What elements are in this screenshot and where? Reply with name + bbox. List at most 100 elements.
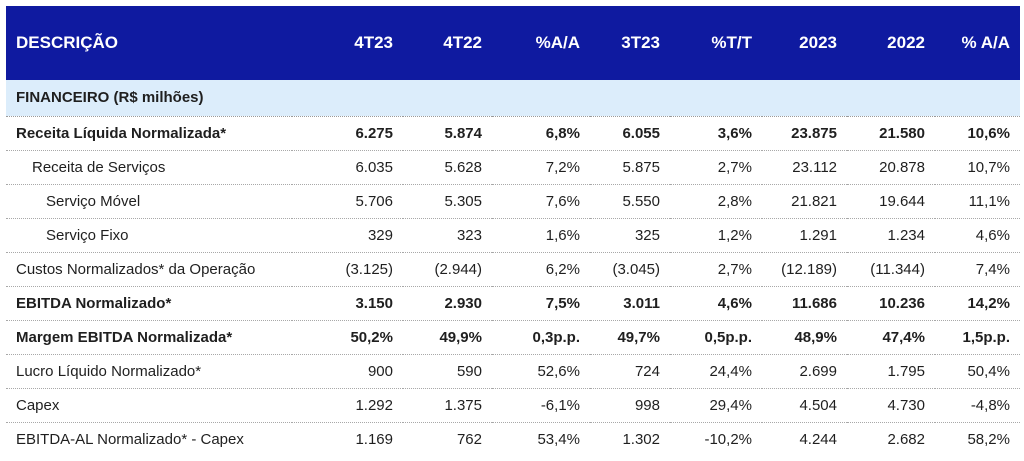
cell-4t23: 1.292 bbox=[292, 388, 403, 423]
cell-4t22: 49,9% bbox=[403, 320, 492, 355]
row-label: Receita Líquida Normalizada* bbox=[6, 116, 292, 151]
cell-3t23: 5.875 bbox=[590, 150, 670, 185]
table-row: EBITDA Normalizado* 3.150 2.930 7,5% 3.0… bbox=[6, 286, 1020, 321]
cell-2023: (12.189) bbox=[762, 252, 847, 287]
cell-yoy-annual: 11,1% bbox=[935, 184, 1020, 219]
cell-2023: 1.291 bbox=[762, 218, 847, 253]
cell-4t22: 762 bbox=[456, 430, 482, 448]
cell-yoy-annual: 10,6% bbox=[935, 116, 1020, 151]
header-4t22: 4T22 bbox=[443, 33, 482, 52]
cell-qoq: 3,6% bbox=[670, 116, 762, 151]
cell-yoy-quarter: 7,2% bbox=[492, 150, 590, 185]
cell-4t23: 329 bbox=[292, 218, 403, 253]
cell-2022: 20.878 bbox=[847, 150, 935, 185]
cell-4t23: 900 bbox=[292, 354, 403, 389]
cell-4t22: 2.930 bbox=[403, 286, 492, 321]
cell-yoy-annual: 4,6% bbox=[935, 218, 1020, 253]
section-row-financeiro: FINANCEIRO (R$ milhões) bbox=[6, 80, 1020, 117]
cell-3t23: 5.550 bbox=[590, 184, 670, 219]
row-label: Capex bbox=[6, 388, 292, 423]
row-label: Custos Normalizados* da Operação bbox=[6, 252, 292, 287]
cell-yoy-quarter: 6,2% bbox=[492, 252, 590, 287]
cell-4t22: 5.874 bbox=[403, 116, 492, 151]
cell-4t22: 5.628 bbox=[403, 150, 492, 185]
cell-4t23: 6.035 bbox=[292, 150, 403, 185]
cell-yoy-quarter: 6,8% bbox=[492, 116, 590, 151]
cell-2023: 21.821 bbox=[762, 184, 847, 219]
cell-2022: 1.795 bbox=[847, 354, 935, 389]
cell-4t23: 50,2% bbox=[292, 320, 403, 355]
cell-qoq: 1,2% bbox=[670, 218, 762, 253]
cell-yoy-quarter: 53,4% bbox=[537, 430, 580, 448]
header-4t23: 4T23 bbox=[354, 33, 393, 52]
cell-3t23: 3.011 bbox=[590, 286, 670, 321]
table-row: Custos Normalizados* da Operação (3.125)… bbox=[6, 252, 1020, 287]
row-label: Lucro Líquido Normalizado* bbox=[6, 354, 292, 389]
header-yoy-quarter: %A/A bbox=[535, 33, 580, 52]
cell-2022: 10.236 bbox=[847, 286, 935, 321]
cell-4t23: 1.169 bbox=[355, 430, 393, 448]
cell-2023: 4.244 bbox=[799, 430, 837, 448]
header-qoq: %T/T bbox=[711, 33, 752, 52]
table-row: Lucro Líquido Normalizado* 900 590 52,6%… bbox=[6, 354, 1020, 389]
row-label: Margem EBITDA Normalizada* bbox=[6, 320, 292, 355]
cell-3t23: 49,7% bbox=[590, 320, 670, 355]
cell-2022: 21.580 bbox=[847, 116, 935, 151]
cell-qoq: 24,4% bbox=[670, 354, 762, 389]
row-label: Receita de Serviços bbox=[6, 150, 292, 185]
cell-3t23: 724 bbox=[590, 354, 670, 389]
cell-4t22: 1.375 bbox=[403, 388, 492, 423]
cell-4t23: 3.150 bbox=[292, 286, 403, 321]
cell-yoy-quarter: 52,6% bbox=[492, 354, 590, 389]
cell-4t22: 323 bbox=[403, 218, 492, 253]
cell-yoy-annual: 50,4% bbox=[935, 354, 1020, 389]
row-label: EBITDA-AL Normalizado* - Capex bbox=[16, 430, 244, 448]
section-label: FINANCEIRO (R$ milhões) bbox=[6, 80, 1020, 117]
cell-yoy-annual: 7,4% bbox=[935, 252, 1020, 287]
header-2023: 2023 bbox=[799, 33, 837, 52]
cell-yoy-annual: 1,5p.p. bbox=[935, 320, 1020, 355]
cell-3t23: 325 bbox=[590, 218, 670, 253]
cell-yoy-quarter: -6,1% bbox=[492, 388, 590, 423]
table-row: Receita Líquida Normalizada* 6.275 5.874… bbox=[6, 116, 1020, 151]
cell-yoy-quarter: 0,3p.p. bbox=[492, 320, 590, 355]
cell-qoq: 29,4% bbox=[670, 388, 762, 423]
table-header-row: DESCRIÇÃO 4T23 4T22 %A/A 3T23 %T/T 2023 … bbox=[6, 6, 1020, 80]
cell-yoy-annual: 10,7% bbox=[935, 150, 1020, 185]
cell-4t22: (2.944) bbox=[403, 252, 492, 287]
header-2022: 2022 bbox=[887, 33, 925, 52]
cell-2023: 23.112 bbox=[762, 150, 847, 185]
table-row: EBITDA-AL Normalizado* - Capex 1.169 762… bbox=[6, 422, 1020, 456]
cell-yoy-annual: 14,2% bbox=[935, 286, 1020, 321]
header-3t23: 3T23 bbox=[621, 33, 660, 52]
header-yoy-annual: % A/A bbox=[961, 33, 1011, 52]
cell-qoq: 4,6% bbox=[670, 286, 762, 321]
cell-4t23: 5.706 bbox=[292, 184, 403, 219]
cell-qoq: -10,2% bbox=[704, 430, 752, 448]
cell-2022: 4.730 bbox=[847, 388, 935, 423]
row-label: EBITDA Normalizado* bbox=[6, 286, 292, 321]
cell-4t22: 590 bbox=[403, 354, 492, 389]
cell-2023: 23.875 bbox=[762, 116, 847, 151]
cell-yoy-quarter: 1,6% bbox=[492, 218, 590, 253]
cell-2023: 2.699 bbox=[762, 354, 847, 389]
cell-4t23: 6.275 bbox=[292, 116, 403, 151]
cell-3t23: 998 bbox=[590, 388, 670, 423]
cell-3t23: 6.055 bbox=[590, 116, 670, 151]
cell-qoq: 2,7% bbox=[670, 150, 762, 185]
cell-qoq: 2,8% bbox=[670, 184, 762, 219]
cell-2022: (11.344) bbox=[847, 252, 935, 287]
table-row: Receita de Serviços 6.035 5.628 7,2% 5.8… bbox=[6, 150, 1020, 185]
financial-results-table: DESCRIÇÃO 4T23 4T22 %A/A 3T23 %T/T 2023 … bbox=[6, 6, 1020, 456]
cell-2023: 48,9% bbox=[762, 320, 847, 355]
table-row: Margem EBITDA Normalizada* 50,2% 49,9% 0… bbox=[6, 320, 1020, 355]
header-descricao: DESCRIÇÃO bbox=[16, 33, 119, 52]
cell-2022: 2.682 bbox=[887, 430, 925, 448]
cell-2022: 47,4% bbox=[847, 320, 935, 355]
cell-2022: 1.234 bbox=[847, 218, 935, 253]
cell-yoy-annual: 58,2% bbox=[967, 430, 1010, 448]
cell-2023: 4.504 bbox=[762, 388, 847, 423]
table-row: Capex 1.292 1.375 -6,1% 998 29,4% 4.504 … bbox=[6, 388, 1020, 423]
row-label: Serviço Fixo bbox=[6, 218, 292, 253]
